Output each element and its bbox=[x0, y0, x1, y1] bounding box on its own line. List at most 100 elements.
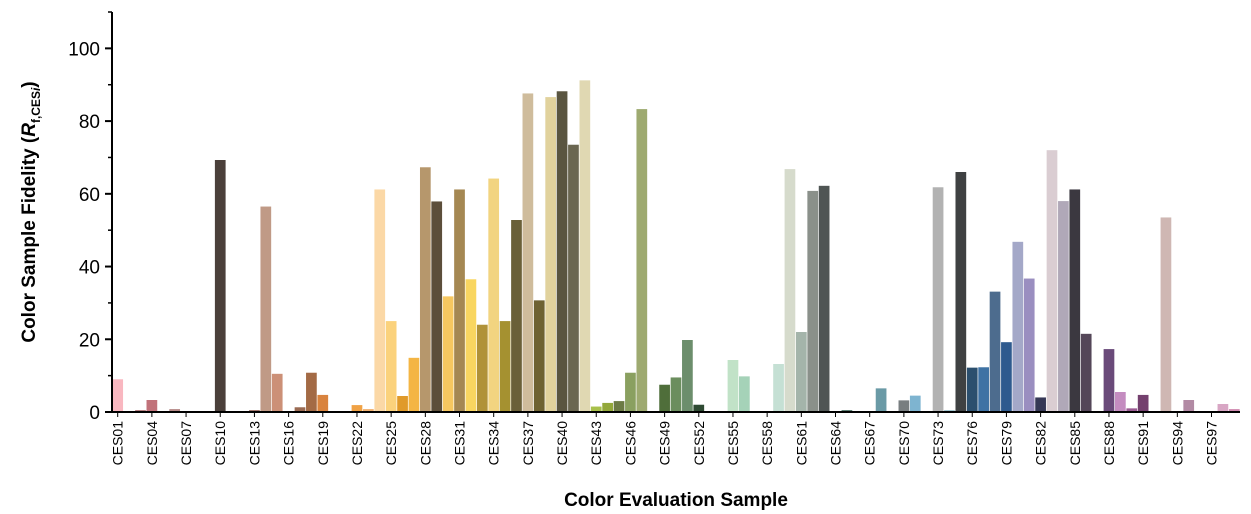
bar-ces76 bbox=[966, 367, 978, 412]
y-tick-label: 40 bbox=[79, 258, 100, 279]
bar-ces51 bbox=[682, 340, 693, 412]
bar-ces75 bbox=[955, 172, 967, 412]
bar-ces81 bbox=[1023, 278, 1035, 412]
x-tick-label-ces58: CES58 bbox=[759, 421, 775, 466]
bar-ces31 bbox=[454, 189, 465, 412]
bar-ces86 bbox=[1080, 333, 1092, 412]
x-labels-group: CES01 CES04 CES07 CES10 CES13 CES16 CES19 CES22… bbox=[110, 412, 1220, 465]
bar-ces79 bbox=[1001, 342, 1012, 412]
bar-ces68 bbox=[875, 388, 887, 412]
bar-ces89 bbox=[1115, 392, 1126, 412]
bar-ces56 bbox=[739, 376, 750, 412]
bar-ces25 bbox=[385, 321, 397, 412]
x-tick-label-ces31: CES31 bbox=[452, 421, 468, 466]
bar-ces84 bbox=[1058, 201, 1069, 412]
x-tick-label-ces01: CES01 bbox=[110, 421, 126, 466]
bar-ces27 bbox=[408, 357, 420, 412]
bar-ces90 bbox=[1126, 408, 1138, 412]
bar-ces46 bbox=[625, 372, 636, 412]
x-tick-label-ces04: CES04 bbox=[144, 421, 160, 466]
x-tick-label-ces25: CES25 bbox=[383, 421, 399, 466]
y-tick-label: 100 bbox=[68, 39, 100, 60]
bar-ces99 bbox=[1228, 409, 1240, 412]
bar-ces29 bbox=[431, 201, 443, 412]
x-tick-label-ces97: CES97 bbox=[1204, 421, 1220, 466]
bar-ces06 bbox=[169, 409, 181, 412]
x-tick-label-ces82: CES82 bbox=[1033, 421, 1049, 466]
y-axis-title-close: ) bbox=[19, 81, 40, 87]
y-tick-label: 0 bbox=[89, 403, 100, 424]
y-tick-label: 80 bbox=[79, 112, 100, 133]
bar-ces91 bbox=[1137, 394, 1149, 412]
x-tick-label-ces88: CES88 bbox=[1101, 421, 1117, 466]
bar-ces35 bbox=[499, 321, 511, 412]
bar-ces95 bbox=[1183, 400, 1195, 412]
x-tick-label-ces07: CES07 bbox=[178, 421, 194, 466]
bar-ces40 bbox=[556, 91, 568, 413]
x-tick-label-ces40: CES40 bbox=[554, 421, 570, 466]
bar-ces42 bbox=[579, 80, 591, 413]
y-ticks-group: 0 20 40 60 80 100 bbox=[68, 11, 112, 424]
bar-ces04 bbox=[146, 400, 158, 412]
bar-ces50 bbox=[670, 377, 682, 412]
x-tick-label-ces22: CES22 bbox=[349, 421, 365, 466]
x-tick-label-ces13: CES13 bbox=[246, 421, 262, 466]
y-axis-title-sub-italic: i bbox=[29, 87, 43, 91]
bar-ces70 bbox=[898, 400, 910, 412]
bar-ces14 bbox=[260, 206, 272, 412]
bar-ces71 bbox=[909, 395, 921, 412]
bar-ces83 bbox=[1046, 150, 1058, 412]
x-tick-label-ces46: CES46 bbox=[622, 421, 638, 466]
bar-ces30 bbox=[442, 296, 454, 412]
bar-ces47 bbox=[636, 109, 648, 412]
x-tick-label-ces85: CES85 bbox=[1067, 421, 1083, 466]
axes-group bbox=[111, 12, 1240, 413]
y-axis-title-main: Color Sample Fidelity ( bbox=[19, 136, 40, 343]
bar-ces93 bbox=[1160, 217, 1172, 412]
x-tick-label-ces73: CES73 bbox=[930, 421, 946, 466]
x-tick-label-ces16: CES16 bbox=[281, 421, 297, 466]
bar-ces28 bbox=[419, 167, 431, 412]
bar-ces61 bbox=[795, 332, 807, 412]
y-tick-label: 60 bbox=[79, 185, 100, 206]
y-axis-title-sub-text: f,CES bbox=[29, 91, 43, 123]
bar-ces01 bbox=[112, 379, 124, 412]
bar-ces37 bbox=[522, 93, 534, 412]
x-tick-label-ces28: CES28 bbox=[417, 421, 433, 466]
bar-ces43 bbox=[590, 406, 602, 412]
bar-ces41 bbox=[568, 144, 579, 413]
bar-ces17 bbox=[294, 407, 306, 412]
bar-ces44 bbox=[602, 402, 613, 412]
bar-ces24 bbox=[374, 189, 386, 412]
y-tick-label: 20 bbox=[79, 330, 100, 351]
x-tick-label-ces70: CES70 bbox=[896, 421, 912, 466]
bar-ces38 bbox=[533, 300, 545, 412]
bar-ces34 bbox=[488, 178, 500, 412]
x-tick-label-ces37: CES37 bbox=[520, 421, 536, 466]
bar-ces39 bbox=[545, 97, 557, 412]
bar-ces10 bbox=[214, 160, 226, 412]
bar-ces52 bbox=[693, 404, 705, 412]
bar-ces62 bbox=[807, 190, 819, 412]
bar-ces49 bbox=[659, 384, 670, 412]
bar-ces45 bbox=[613, 401, 625, 412]
y-axis-title-sub: f,CESi bbox=[29, 87, 43, 123]
x-tick-label-ces61: CES61 bbox=[793, 421, 809, 466]
x-tick-label-ces43: CES43 bbox=[588, 421, 604, 466]
x-tick-label-ces55: CES55 bbox=[725, 421, 741, 466]
x-tick-label-ces34: CES34 bbox=[486, 421, 502, 466]
bar-ces98 bbox=[1217, 404, 1229, 412]
bar-ces26 bbox=[397, 396, 408, 412]
x-tick-label-ces49: CES49 bbox=[657, 421, 673, 466]
bar-ces19 bbox=[317, 394, 329, 412]
bar-ces18 bbox=[306, 372, 317, 412]
bar-ces15 bbox=[271, 373, 283, 412]
x-tick-label-ces79: CES79 bbox=[998, 421, 1014, 466]
bar-ces73 bbox=[932, 187, 944, 412]
bar-ces59 bbox=[773, 364, 784, 412]
bar-ces78 bbox=[989, 291, 1001, 412]
bar-ces85 bbox=[1069, 189, 1081, 412]
x-tick-label-ces76: CES76 bbox=[964, 421, 980, 466]
x-tick-label-ces67: CES67 bbox=[862, 421, 878, 466]
